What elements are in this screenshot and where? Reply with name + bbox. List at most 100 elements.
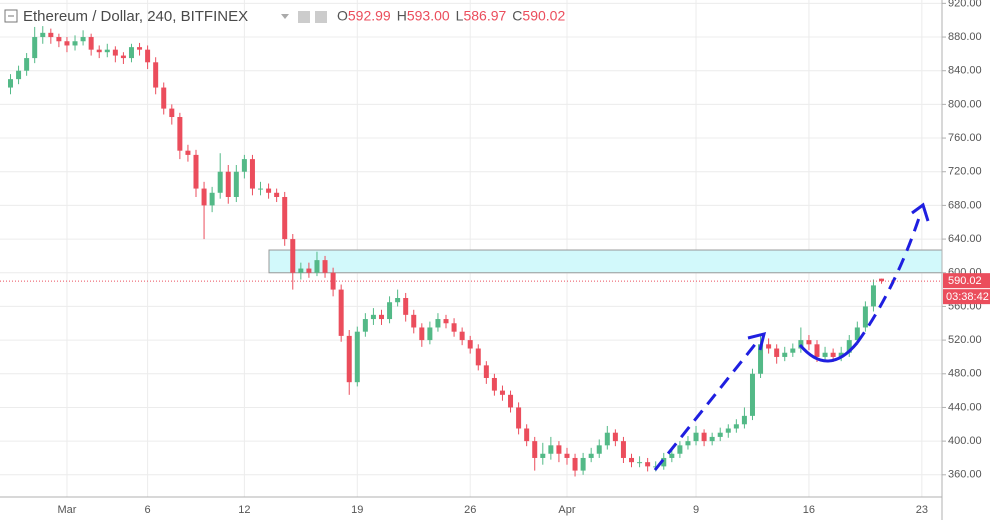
candle-body [435,319,441,328]
candle-body [56,37,62,42]
candle-body [24,58,30,71]
candle-body [580,457,586,471]
x-tick-label: 6 [145,504,151,516]
ohlc-key: O [337,8,348,24]
candle-body [475,348,481,366]
y-tick-label: 800.00 [948,98,982,110]
y-tick-label: 640.00 [948,233,982,245]
candle-body [814,344,820,357]
y-tick-label: 480.00 [948,368,982,380]
candle-body [137,47,143,50]
candle-body [467,340,473,349]
y-tick-label: 400.00 [948,435,982,447]
resistance-zone [268,249,943,274]
x-tick-label: 16 [803,504,815,516]
chart-title: Ethereum / Dollar, 240, BITFINEX [23,8,248,25]
axis: 360.00400.00440.00480.00520.00560.00600.… [57,0,990,516]
candle-body [548,445,554,454]
cup-curve [798,342,859,363]
candle-body [40,32,46,38]
arrow-head [747,331,767,351]
candle-body [258,188,264,190]
candle-body [604,432,610,446]
candle-body [645,462,651,467]
candle-body [411,314,417,328]
candle-body [483,365,489,378]
x-tick-label: 9 [693,504,699,516]
candle-body [846,340,852,353]
trend-arrow [855,214,922,344]
x-tick-label: Apr [558,504,575,516]
candle-body [717,432,723,437]
candle-body [790,348,796,353]
candle-body [524,428,530,442]
candle-body [290,239,296,273]
annotations [653,202,930,471]
candle-body [451,323,457,332]
candle-body [96,49,102,53]
y-tick-label: 880.00 [948,31,982,43]
candle-body [782,352,788,357]
candle-body [669,453,675,458]
ohlc-legend: O 592.99 H 593.00 L 586.97 C 590.02 [337,8,565,24]
y-tick-label: 760.00 [948,132,982,144]
candle-body [629,457,635,463]
candle-body [637,462,643,464]
candle-body [870,285,876,307]
candle-body [104,49,110,53]
countdown-tag [943,289,990,305]
candle-body [88,37,94,50]
settings-icon[interactable] [298,11,310,23]
x-tick-label: 26 [464,504,476,516]
candle-body [556,445,562,454]
candle-body [370,314,376,320]
candle-body [733,424,739,429]
candle-body [403,298,409,315]
candle-body [725,428,731,433]
hide-icon[interactable] [315,11,327,23]
candle-body [741,415,747,425]
candle-body [306,268,312,273]
x-tick-label: 12 [238,504,250,516]
candle-body [169,108,175,118]
candle-body [588,453,594,458]
ohlc-value: 592.99 [348,8,391,24]
candle-body [209,192,215,206]
countdown-label: 03:38:42 [946,291,989,303]
candle-body [64,41,70,46]
candle-body [120,55,126,59]
candle-body [193,154,199,189]
arrow-head [911,202,930,222]
candle-body [153,62,159,88]
candle-body [72,41,78,46]
candle-body [16,70,22,80]
candle-body [701,432,707,442]
candle-body [774,348,780,357]
candle-body [693,432,699,442]
candle-body [766,344,772,349]
candle-body [419,327,425,341]
ohlc-key: L [456,8,464,24]
candle-body [677,445,683,454]
candle-body [48,32,54,38]
candle-body [516,407,522,429]
candle-body [443,319,449,324]
y-tick-label: 720.00 [948,166,982,178]
y-tick-label: 440.00 [948,401,982,413]
price-tag-label: 590.02 [948,275,982,287]
dropdown-icon[interactable] [281,14,289,19]
candle-body [161,87,167,109]
candle-body [32,37,38,59]
candle-body [233,171,239,197]
candle-body [225,171,231,197]
y-tick-label: 920.00 [948,0,982,9]
candle-body [354,331,360,383]
candle-body [459,331,465,341]
candle-body [282,196,288,240]
candles [8,26,885,477]
y-tick-label: 840.00 [948,65,982,77]
candle-body [128,47,134,59]
candle-body [862,306,868,328]
candle-body [217,171,223,193]
candle-body [322,260,328,273]
